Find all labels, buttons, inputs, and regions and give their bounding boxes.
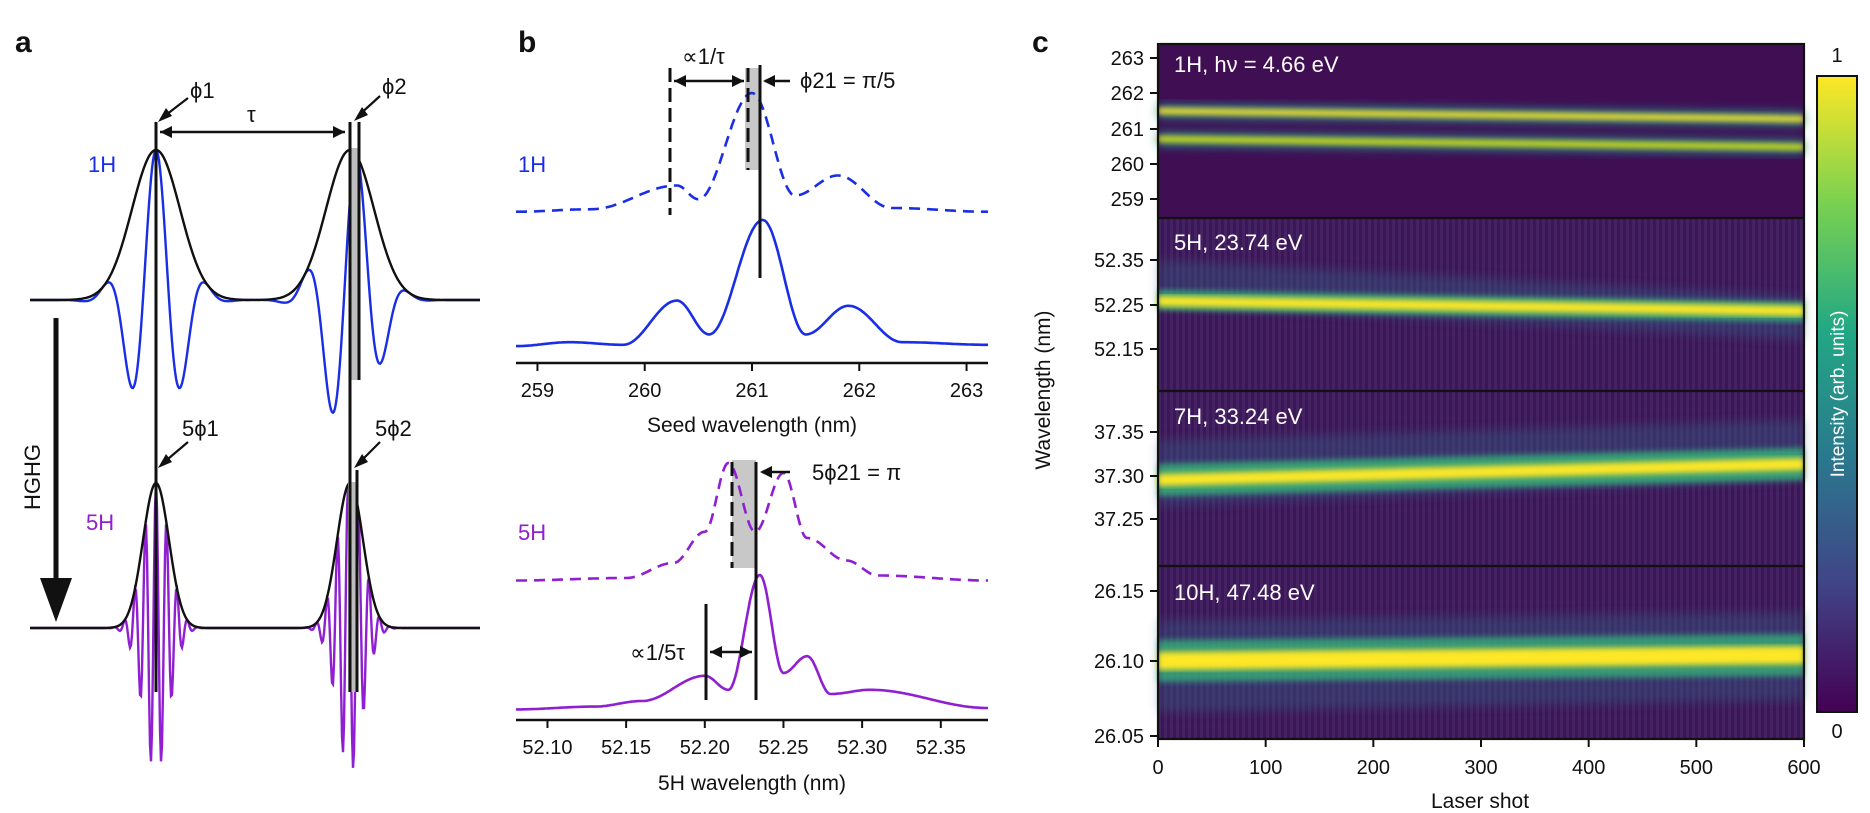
x-tick-label: 0 xyxy=(1152,757,1163,779)
y-tick-label: 37.30 xyxy=(1094,466,1144,488)
tau-arrow-right-head xyxy=(333,126,345,138)
y-tick-label: 259 xyxy=(1111,189,1144,211)
inv-tau-arrow-right-head xyxy=(732,75,744,87)
y-tick-label: 26.05 xyxy=(1094,726,1144,748)
phi1-arrowhead xyxy=(158,108,172,122)
bottom-x-label: 5H wavelength (nm) xyxy=(658,772,846,795)
five-phi21-arrowhead xyxy=(760,466,772,478)
x-tick-label: 200 xyxy=(1357,757,1390,779)
phi21-label: ϕ21 = π/5 xyxy=(800,68,895,93)
x-tick-label: 52.35 xyxy=(916,737,966,759)
spectrum-5h-dashed xyxy=(516,461,988,582)
x-tick-label: 400 xyxy=(1572,757,1605,779)
x-tick-label: 100 xyxy=(1249,757,1282,779)
inv-5tau-arrow-left-head xyxy=(710,646,722,658)
panel-a-1h-envelope xyxy=(30,148,480,302)
heatmap-x-ticks: 0 100 200 300 400 500 600 xyxy=(1152,739,1821,779)
five-phi1-label: 5ϕ1 xyxy=(182,416,219,441)
phi21-arrowhead xyxy=(763,75,775,87)
heatmap-7h: 7H, 33.24 eV xyxy=(1158,392,1804,566)
x-tick-label: 52.30 xyxy=(837,737,887,759)
phase-shade-5h xyxy=(348,482,357,692)
y-tick-label: 26.15 xyxy=(1094,581,1144,603)
heatmap-y-label: Wavelength (nm) xyxy=(1032,310,1055,469)
panel-b-letter: b xyxy=(518,26,536,59)
x-tick-label: 259 xyxy=(521,380,554,402)
label-1h: 1H xyxy=(88,152,116,177)
y-tick-label: 263 xyxy=(1111,48,1144,70)
x-tick-label: 600 xyxy=(1787,757,1820,779)
y-tick-label: 52.25 xyxy=(1094,295,1144,317)
panel-a: a τ ϕ1 ϕ2 5ϕ1 5ϕ2 1H 5H HGHG xyxy=(15,26,480,768)
y-tick-label: 37.35 xyxy=(1094,422,1144,444)
x-tick-label: 52.20 xyxy=(680,737,730,759)
phase-shade-1h xyxy=(350,148,359,380)
panel-a-1h-field xyxy=(30,148,480,415)
heatmap-1h: 1H, hν = 4.66 eV xyxy=(1158,44,1804,218)
y-tick-label: 261 xyxy=(1111,119,1144,141)
heatmap-x-label: Laser shot xyxy=(1431,790,1529,808)
panel-c: c 1H, hν = 4.66 eV 5H, 23.74 eV xyxy=(1032,26,1858,813)
heatmap-10h-title: 10H, 47.48 eV xyxy=(1174,580,1315,605)
x-tick-label: 52.10 xyxy=(522,737,572,759)
x-tick-label: 260 xyxy=(628,380,661,402)
colorbar-min: 0 xyxy=(1831,721,1842,743)
heatmap-5h: 5H, 23.74 eV xyxy=(1158,219,1804,391)
heatmap-5h-title: 5H, 23.74 eV xyxy=(1174,230,1303,255)
spectrum-1h-solid xyxy=(516,218,988,348)
heatmap-1h-title: 1H, hν = 4.66 eV xyxy=(1174,52,1339,77)
y-tick-label: 52.15 xyxy=(1094,339,1144,361)
label-5h: 5H xyxy=(86,510,114,535)
y-tick-label: 37.25 xyxy=(1094,509,1144,531)
y-tick-label: 52.35 xyxy=(1094,250,1144,272)
y-tick-label: 260 xyxy=(1111,154,1144,176)
panel-a-5h-envelope xyxy=(30,481,480,630)
x-tick-label: 500 xyxy=(1680,757,1713,779)
tau-arrow-left-head xyxy=(160,126,172,138)
colorbar xyxy=(1816,75,1858,713)
five-phi1-arrowhead xyxy=(158,454,172,468)
panel-a-letter: a xyxy=(15,26,32,59)
inv-5tau-label: ∝1/5τ xyxy=(630,640,685,665)
x-tick-label: 52.25 xyxy=(758,737,808,759)
phi2-arrowhead xyxy=(354,107,368,121)
phi1-label: ϕ1 xyxy=(190,78,215,103)
panel-b-label-1h: 1H xyxy=(518,152,546,177)
spectrum-5h-solid xyxy=(516,573,988,711)
five-phi2-label: 5ϕ2 xyxy=(375,416,412,441)
colorbar-max: 1 xyxy=(1831,45,1842,67)
heatmap-7h-title: 7H, 33.24 eV xyxy=(1174,404,1303,429)
y-tick-label: 262 xyxy=(1111,83,1144,105)
colorbar-label: Intensity (arb. units) xyxy=(1828,311,1849,478)
x-tick-label: 300 xyxy=(1464,757,1497,779)
bottom-x-ticks: 52.10 52.15 52.20 52.25 52.30 52.35 xyxy=(522,720,966,759)
five-phi2-arrowhead xyxy=(354,454,368,468)
inv-tau-arrow-left-head xyxy=(674,75,686,87)
hghg-label: HGHG xyxy=(20,444,45,510)
inv-tau-label: ∝1/τ xyxy=(682,44,725,69)
hghg-arrowhead xyxy=(40,578,72,622)
panel-b: b ∝1/τ ϕ21 = π/5 1H 259 260 261 262 263 Seed… xyxy=(515,26,989,795)
panel-c-letter: c xyxy=(1032,26,1049,59)
y-tick-label: 26.10 xyxy=(1094,651,1144,673)
x-tick-label: 263 xyxy=(950,380,983,402)
five-phi21-label: 5ϕ21 = π xyxy=(812,460,901,485)
inv-5tau-arrow-right-head xyxy=(740,646,752,658)
x-tick-label: 261 xyxy=(735,380,768,402)
heatmap-y-ticks: 263 262 261 260 259 52.35 52.25 52.15 37.35 37.30… xyxy=(1094,48,1158,748)
phi2-label: ϕ2 xyxy=(382,74,407,99)
x-tick-label: 262 xyxy=(843,380,876,402)
panel-b-label-5h: 5H xyxy=(518,520,546,545)
x-tick-label: 52.15 xyxy=(601,737,651,759)
top-x-ticks: 259 260 261 262 263 xyxy=(521,363,983,402)
heatmap-10h: 10H, 47.48 eV xyxy=(1158,567,1804,739)
top-x-label: Seed wavelength (nm) xyxy=(647,414,857,437)
tau-label: τ xyxy=(247,102,256,127)
spectrum-1h-dashed xyxy=(515,91,989,214)
